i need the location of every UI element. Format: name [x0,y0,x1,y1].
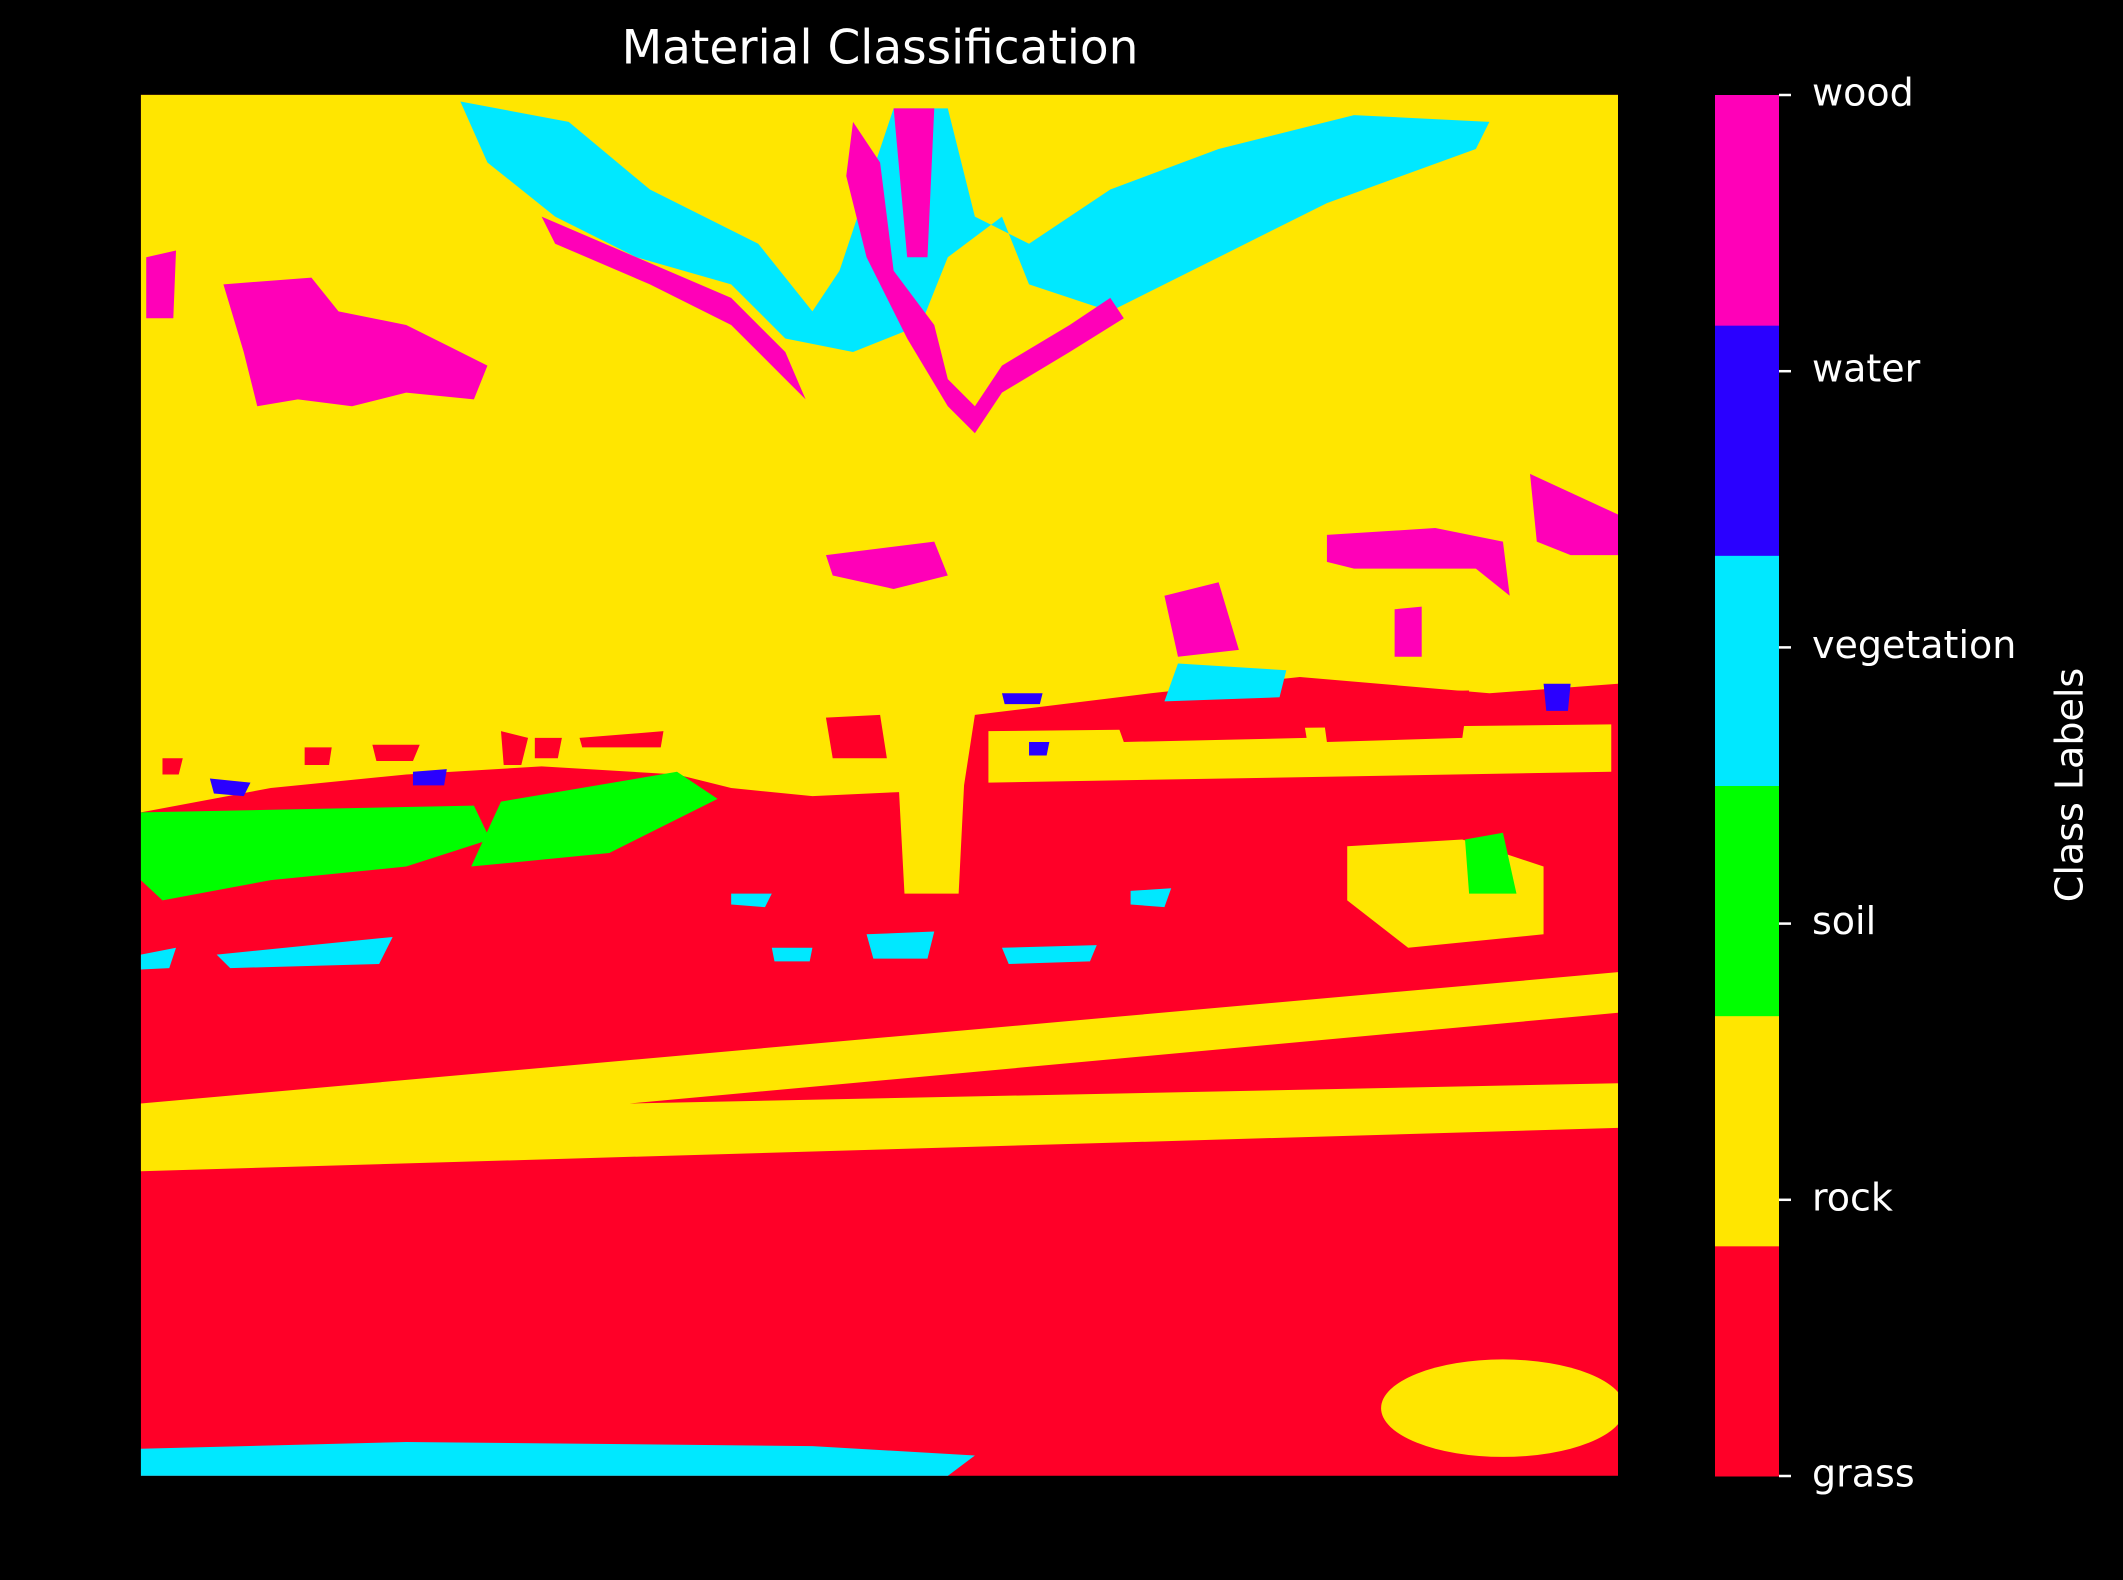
colorbar-segment [1715,555,1779,786]
colorbar-tick-label: vegetation [1812,623,2016,667]
region [140,972,1619,1172]
classification-map [140,94,1619,1476]
colorbar-label: Class Labels [2048,668,2092,902]
colorbar: grass rock soil vegetation water wood [1715,71,2016,1496]
colorbar-tick-label: wood [1812,71,1914,115]
region [1381,1359,1619,1457]
colorbar-segment [1715,1245,1779,1477]
colorbar-tick-label: water [1812,347,1921,391]
colorbar-segment [1715,1015,1779,1247]
colorbar-tick-label: soil [1812,899,1876,943]
region [988,724,1612,948]
colorbar-segment [1715,325,1779,556]
chart-title: Material Classification [622,21,1139,76]
region [146,250,1619,657]
colorbar-segment [1715,785,1779,1017]
region [162,731,664,775]
colorbar-segment [1715,95,1779,326]
region [140,771,1517,901]
region [825,690,1470,759]
colorbar-tick-label: rock [1812,1175,1893,1219]
region [460,101,1490,353]
region [140,94,1619,894]
colorbar-tick-label: grass [1812,1452,1915,1496]
region [541,108,1124,434]
